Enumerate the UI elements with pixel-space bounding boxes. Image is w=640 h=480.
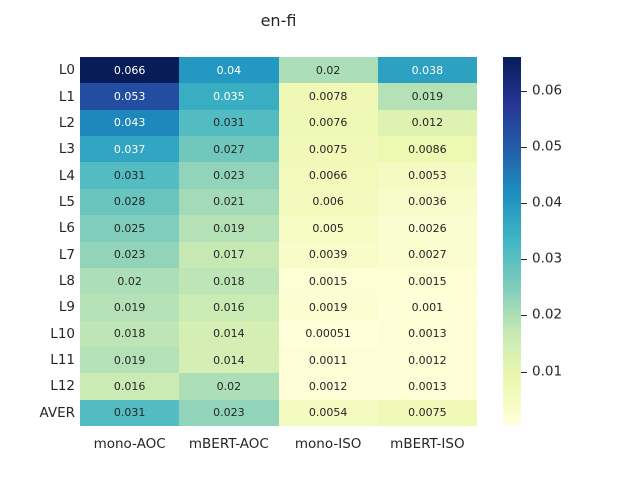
colorbar-tick-label: 0.01 xyxy=(532,363,563,380)
heatmap-cell: 0.038 xyxy=(377,57,477,84)
row-label: L6 xyxy=(58,220,75,237)
column-label: mBERT-ISO xyxy=(390,436,465,452)
heatmap-cell: 0.0027 xyxy=(377,241,477,268)
heatmap-cell: 0.019 xyxy=(377,83,477,110)
y-axis-labels: L0 L1 L2 L3 L4 L5 L6 L7 L8 L9 L10 L11 L12 AVER xyxy=(0,57,75,426)
heatmap-cell: 0.028 xyxy=(80,188,180,216)
heatmap-cell: 0.0075 xyxy=(278,136,378,163)
heatmap-cell: 0.0015 xyxy=(377,267,477,295)
heatmap-cell: 0.0036 xyxy=(377,188,477,216)
heatmap-cell: 0.0076 xyxy=(278,109,378,137)
row-label: L7 xyxy=(58,246,75,263)
colorbar-tick xyxy=(521,259,527,261)
row-label: L2 xyxy=(58,114,75,131)
heatmap-cell: 0.023 xyxy=(80,241,180,268)
column-label: mBERT-AOC xyxy=(188,436,269,452)
colorbar xyxy=(503,57,521,425)
heatmap-cell: 0.006 xyxy=(278,188,378,216)
heatmap-cell: 0.053 xyxy=(80,83,180,110)
heatmap-cell: 0.031 xyxy=(179,109,279,137)
heatmap-cell: 0.016 xyxy=(179,294,279,321)
heatmap-cell: 0.0011 xyxy=(278,346,378,374)
heatmap-cell: 0.0026 xyxy=(377,215,477,242)
heatmap-cell: 0.019 xyxy=(80,346,180,374)
heatmap-cell: 0.0054 xyxy=(278,399,378,426)
heatmap-cell: 0.0086 xyxy=(377,136,477,163)
heatmap-cell: 0.005 xyxy=(278,215,378,242)
heatmap-cell: 0.016 xyxy=(80,373,180,400)
heatmap-cell: 0.018 xyxy=(179,267,279,295)
heatmap-cell: 0.017 xyxy=(179,241,279,268)
heatmap-cell: 0.04 xyxy=(179,57,279,84)
heatmap-cell: 0.025 xyxy=(80,215,180,242)
colorbar-tick-label: 0.02 xyxy=(532,307,563,324)
heatmap-cell: 0.02 xyxy=(80,267,180,295)
heatmap-cell: 0.023 xyxy=(179,399,279,426)
heatmap-cell: 0.0013 xyxy=(377,373,477,400)
heatmap-cell: 0.043 xyxy=(80,109,180,137)
column-label: mono-ISO xyxy=(294,436,362,452)
heatmap-cell: 0.019 xyxy=(179,215,279,242)
heatmap-cell: 0.0013 xyxy=(377,320,477,347)
row-label: L8 xyxy=(58,273,75,290)
heatmap-cell: 0.035 xyxy=(179,83,279,110)
heatmap-cell: 0.0066 xyxy=(278,162,378,189)
colorbar-tick xyxy=(521,371,527,373)
heatmap-cell: 0.027 xyxy=(179,136,279,163)
row-label: L0 xyxy=(58,62,75,79)
row-label: L9 xyxy=(58,299,75,316)
colorbar-ticks: 0.06 0.05 0.04 0.03 0.02 0.01 xyxy=(521,57,581,425)
heatmap: 0.066 0.04 0.02 0.038 0.053 0.035 0.0078 0.019 0… xyxy=(80,57,477,426)
colorbar-tick xyxy=(521,315,527,317)
heatmap-cell: 0.001 xyxy=(377,294,477,321)
row-label: L1 xyxy=(58,88,75,105)
heatmap-cell: 0.00051 xyxy=(278,320,378,347)
row-label: L5 xyxy=(58,193,75,210)
heatmap-cell: 0.0075 xyxy=(377,399,477,426)
colorbar-tick xyxy=(521,90,527,92)
row-label: L12 xyxy=(50,378,75,395)
x-axis-labels: mono-AOC mBERT-AOC mono-ISO mBERT-ISO xyxy=(80,426,477,462)
heatmap-cell: 0.021 xyxy=(179,188,279,216)
heatmap-cell: 0.02 xyxy=(179,373,279,400)
colorbar-tick-label: 0.04 xyxy=(532,194,563,211)
heatmap-cell: 0.019 xyxy=(80,294,180,321)
heatmap-cell: 0.0012 xyxy=(377,346,477,374)
colorbar-tick-label: 0.03 xyxy=(532,250,563,267)
chart-title: en-fi xyxy=(260,11,297,30)
colorbar-tick xyxy=(521,203,527,205)
heatmap-cell: 0.012 xyxy=(377,109,477,137)
heatmap-cell: 0.014 xyxy=(179,320,279,347)
heatmap-cell: 0.0015 xyxy=(278,267,378,295)
row-label: L10 xyxy=(50,325,75,342)
colorbar-tick-label: 0.05 xyxy=(532,138,563,155)
heatmap-cell: 0.0078 xyxy=(278,83,378,110)
heatmap-cell: 0.018 xyxy=(80,320,180,347)
heatmap-cell: 0.031 xyxy=(80,162,180,189)
row-label: L11 xyxy=(50,352,75,369)
column-label: mono-AOC xyxy=(93,436,166,452)
heatmap-cell: 0.0012 xyxy=(278,373,378,400)
heatmap-cell: 0.037 xyxy=(80,136,180,163)
heatmap-cell: 0.023 xyxy=(179,162,279,189)
heatmap-cell: 0.0053 xyxy=(377,162,477,189)
heatmap-cell: 0.02 xyxy=(278,57,378,84)
colorbar-tick-label: 0.06 xyxy=(532,82,563,99)
row-label: L4 xyxy=(58,167,75,184)
heatmap-cell: 0.031 xyxy=(80,399,180,426)
heatmap-cell: 0.066 xyxy=(80,57,180,84)
row-label: AVER xyxy=(39,404,75,421)
row-label: L3 xyxy=(58,141,75,158)
heatmap-cell: 0.014 xyxy=(179,346,279,374)
heatmap-cell: 0.0019 xyxy=(278,294,378,321)
heatmap-cell: 0.0039 xyxy=(278,241,378,268)
colorbar-tick xyxy=(521,146,527,148)
